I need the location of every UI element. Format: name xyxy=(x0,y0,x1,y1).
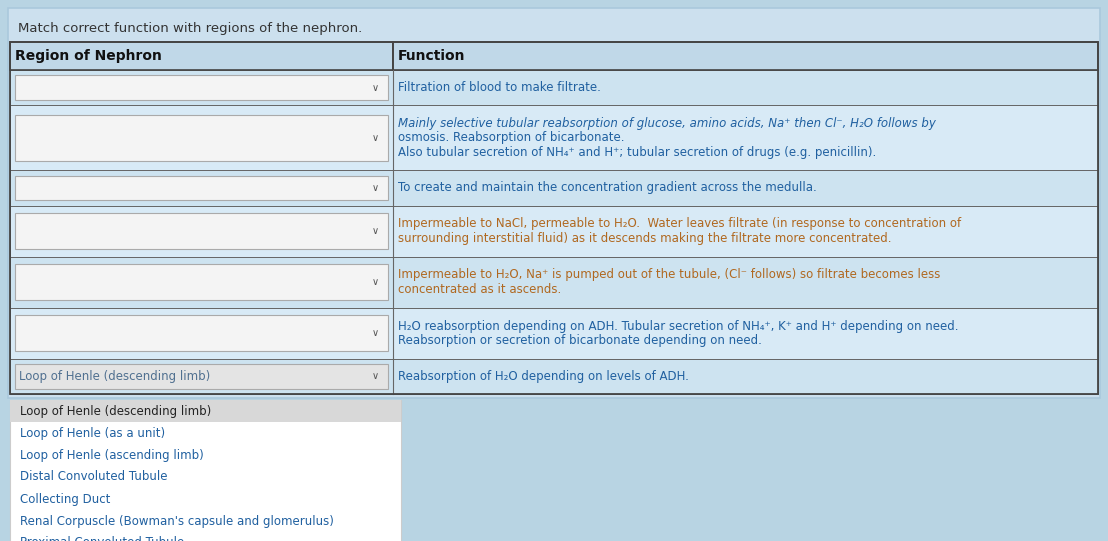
Bar xyxy=(393,42,1098,70)
Text: ∨: ∨ xyxy=(372,183,379,193)
Text: ∨: ∨ xyxy=(372,277,379,287)
Text: Renal Corpuscle (Bowman's capsule and glomerulus): Renal Corpuscle (Bowman's capsule and gl… xyxy=(20,514,334,527)
Text: Impermeable to H₂O, Na⁺ is pumped out of the tubule, (Cl⁻ follows) so filtrate b: Impermeable to H₂O, Na⁺ is pumped out of… xyxy=(398,268,941,281)
Bar xyxy=(16,265,388,300)
Bar xyxy=(393,308,1098,359)
Text: Reabsorption of H₂O depending on levels of ADH.: Reabsorption of H₂O depending on levels … xyxy=(398,370,689,383)
Text: Also tubular secretion of NH₄⁺ and H⁺; tubular secretion of drugs (e.g. penicill: Also tubular secretion of NH₄⁺ and H⁺; t… xyxy=(398,146,876,159)
Text: ∨: ∨ xyxy=(372,226,379,236)
Text: Reabsorption or secretion of bicarbonate depending on need.: Reabsorption or secretion of bicarbonate… xyxy=(398,334,762,347)
Text: ∨: ∨ xyxy=(372,328,379,338)
Bar xyxy=(16,213,388,249)
Text: Mainly selective tubular reabsorption of glucose, amino acids, Na⁺ then Cl⁻, H₂O: Mainly selective tubular reabsorption of… xyxy=(398,117,936,130)
Bar xyxy=(10,359,393,394)
Text: surrounding interstitial fluid) as it descends making the filtrate more concentr: surrounding interstitial fluid) as it de… xyxy=(398,232,892,245)
Text: osmosis. Reabsorption of bicarbonate.: osmosis. Reabsorption of bicarbonate. xyxy=(398,131,625,144)
Text: Function: Function xyxy=(398,49,465,63)
Bar xyxy=(10,42,393,70)
Bar xyxy=(10,170,393,206)
Text: ∨: ∨ xyxy=(372,371,379,381)
Text: ∨: ∨ xyxy=(372,83,379,93)
Bar xyxy=(16,115,388,161)
Bar xyxy=(393,105,1098,170)
Bar xyxy=(10,400,401,422)
Text: ∨: ∨ xyxy=(372,133,379,143)
Bar xyxy=(10,308,393,359)
Bar xyxy=(10,256,393,308)
Text: Collecting Duct: Collecting Duct xyxy=(20,492,111,505)
Text: concentrated as it ascends.: concentrated as it ascends. xyxy=(398,283,562,296)
Bar xyxy=(10,206,393,256)
Bar xyxy=(393,359,1098,394)
Bar xyxy=(393,206,1098,256)
Text: H₂O reabsorption depending on ADH. Tubular secretion of NH₄⁺, K⁺ and H⁺ dependin: H₂O reabsorption depending on ADH. Tubul… xyxy=(398,320,958,333)
Text: Proximal Convoluted Tubule: Proximal Convoluted Tubule xyxy=(20,537,184,541)
Bar xyxy=(10,70,393,105)
Text: Filtration of blood to make filtrate.: Filtration of blood to make filtrate. xyxy=(398,81,601,94)
Bar xyxy=(16,176,388,200)
Bar xyxy=(393,256,1098,308)
Bar xyxy=(16,364,388,389)
Text: Distal Convoluted Tubule: Distal Convoluted Tubule xyxy=(20,471,167,484)
Bar xyxy=(10,105,393,170)
Bar xyxy=(393,70,1098,105)
Bar xyxy=(10,400,401,541)
Bar xyxy=(16,75,388,100)
Bar xyxy=(393,170,1098,206)
Text: Loop of Henle (descending limb): Loop of Henle (descending limb) xyxy=(19,370,211,383)
Text: Loop of Henle (ascending limb): Loop of Henle (ascending limb) xyxy=(20,448,204,461)
Text: To create and maintain the concentration gradient across the medulla.: To create and maintain the concentration… xyxy=(398,181,817,194)
Bar xyxy=(10,42,1098,394)
Bar xyxy=(8,8,1100,398)
Text: Impermeable to NaCl, permeable to H₂O.  Water leaves filtrate (in response to co: Impermeable to NaCl, permeable to H₂O. W… xyxy=(398,217,961,230)
Bar xyxy=(16,315,388,351)
Text: Loop of Henle (as a unit): Loop of Henle (as a unit) xyxy=(20,426,165,439)
Text: Loop of Henle (descending limb): Loop of Henle (descending limb) xyxy=(20,405,212,418)
Text: Match correct function with regions of the nephron.: Match correct function with regions of t… xyxy=(18,22,362,35)
Text: Region of Nephron: Region of Nephron xyxy=(16,49,162,63)
